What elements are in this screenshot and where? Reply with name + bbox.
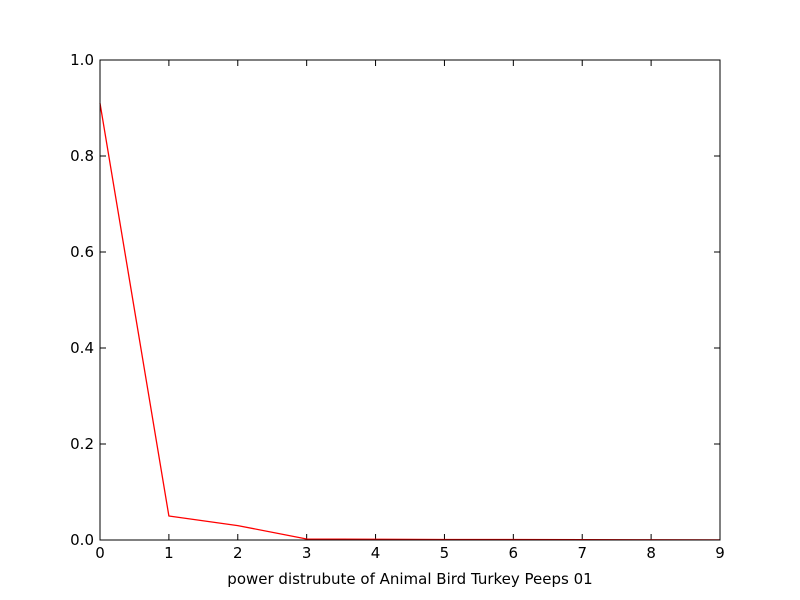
plot-frame [99,59,721,541]
y-tick-label: 0.4 [70,339,94,357]
x-tick-label: 9 [715,544,725,562]
y-tick-label: 0.2 [70,435,94,453]
x-tick-label: 4 [371,544,381,562]
x-tick-label: 5 [440,544,450,562]
x-tick-label: 2 [233,544,243,562]
x-axis-label: power distrubute of Animal Bird Turkey P… [227,570,592,588]
y-tick-label: 0.6 [70,243,94,261]
x-tick-label: 6 [509,544,519,562]
y-tick-label: 1.0 [70,51,94,69]
plot-area [100,60,720,540]
x-tick-label: 0 [95,544,105,562]
y-tick-label: 0.0 [70,531,94,549]
x-tick-label: 3 [302,544,312,562]
x-tick-label: 1 [164,544,174,562]
x-tick-label: 7 [577,544,587,562]
y-tick-label: 0.8 [70,147,94,165]
x-tick-label: 8 [646,544,656,562]
